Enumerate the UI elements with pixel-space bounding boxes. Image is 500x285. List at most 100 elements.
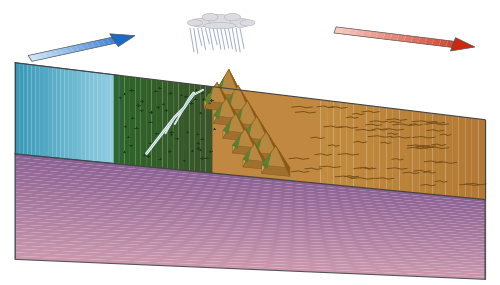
Polygon shape (380, 107, 386, 190)
Polygon shape (243, 144, 266, 169)
Polygon shape (15, 175, 485, 218)
Polygon shape (15, 217, 485, 250)
Polygon shape (96, 40, 106, 46)
Polygon shape (360, 105, 366, 188)
Polygon shape (102, 73, 106, 163)
Polygon shape (48, 67, 52, 158)
Polygon shape (15, 210, 485, 245)
Polygon shape (242, 117, 272, 141)
Polygon shape (114, 75, 119, 164)
Polygon shape (77, 70, 81, 160)
Polygon shape (393, 109, 400, 191)
Polygon shape (426, 113, 432, 194)
Polygon shape (157, 80, 162, 168)
Polygon shape (107, 37, 116, 44)
Polygon shape (15, 182, 485, 223)
Polygon shape (406, 110, 412, 192)
Polygon shape (81, 71, 86, 161)
Polygon shape (466, 117, 472, 198)
Polygon shape (69, 69, 73, 160)
Polygon shape (215, 76, 224, 97)
Polygon shape (232, 129, 258, 148)
Ellipse shape (224, 13, 240, 21)
Polygon shape (15, 189, 485, 229)
Ellipse shape (230, 18, 250, 27)
Polygon shape (341, 28, 350, 35)
Polygon shape (215, 69, 229, 102)
Polygon shape (232, 129, 258, 156)
Polygon shape (320, 100, 327, 184)
Polygon shape (223, 86, 254, 111)
Polygon shape (140, 78, 146, 167)
Polygon shape (19, 63, 24, 155)
Polygon shape (162, 81, 168, 169)
Polygon shape (242, 117, 257, 146)
Polygon shape (223, 92, 234, 112)
Polygon shape (15, 203, 485, 239)
Polygon shape (404, 35, 413, 42)
Polygon shape (73, 70, 77, 160)
Polygon shape (478, 119, 485, 200)
Polygon shape (232, 133, 241, 149)
Polygon shape (173, 82, 178, 170)
Polygon shape (49, 50, 58, 57)
Polygon shape (124, 76, 130, 165)
Polygon shape (226, 98, 239, 126)
Polygon shape (52, 67, 56, 158)
Ellipse shape (206, 15, 234, 25)
Polygon shape (152, 79, 157, 168)
Polygon shape (15, 154, 485, 202)
Polygon shape (136, 77, 140, 166)
Polygon shape (106, 74, 110, 163)
Polygon shape (369, 31, 378, 38)
Polygon shape (254, 144, 266, 169)
Polygon shape (15, 256, 485, 279)
Ellipse shape (240, 20, 255, 26)
Polygon shape (102, 38, 110, 45)
Polygon shape (432, 39, 441, 46)
Polygon shape (232, 101, 263, 126)
Polygon shape (184, 83, 190, 171)
Polygon shape (439, 40, 448, 47)
Polygon shape (262, 146, 276, 174)
Polygon shape (15, 161, 485, 207)
Polygon shape (386, 108, 393, 191)
Polygon shape (195, 84, 200, 172)
Polygon shape (94, 72, 98, 162)
Polygon shape (217, 82, 230, 111)
Polygon shape (262, 151, 272, 169)
Polygon shape (36, 65, 40, 156)
Polygon shape (15, 164, 485, 210)
Polygon shape (243, 144, 266, 162)
Polygon shape (15, 207, 485, 242)
Polygon shape (34, 53, 42, 60)
Polygon shape (178, 83, 184, 170)
Polygon shape (383, 33, 392, 40)
Polygon shape (327, 101, 334, 185)
Polygon shape (397, 34, 406, 42)
Polygon shape (204, 82, 217, 109)
Polygon shape (425, 38, 434, 45)
Polygon shape (262, 146, 290, 168)
Polygon shape (15, 238, 485, 266)
Polygon shape (251, 138, 262, 156)
Polygon shape (232, 129, 245, 153)
Polygon shape (214, 98, 240, 126)
Polygon shape (236, 114, 249, 141)
Polygon shape (366, 105, 373, 189)
Polygon shape (266, 132, 281, 164)
Polygon shape (223, 86, 238, 116)
Polygon shape (15, 186, 485, 226)
Polygon shape (214, 98, 226, 123)
Polygon shape (248, 101, 263, 135)
Polygon shape (15, 252, 485, 277)
Polygon shape (355, 29, 364, 36)
Polygon shape (60, 48, 68, 54)
Polygon shape (216, 87, 222, 174)
Polygon shape (15, 249, 485, 274)
Polygon shape (15, 168, 485, 213)
Polygon shape (15, 200, 485, 237)
Ellipse shape (204, 23, 236, 29)
Polygon shape (262, 146, 290, 176)
Polygon shape (246, 129, 258, 156)
